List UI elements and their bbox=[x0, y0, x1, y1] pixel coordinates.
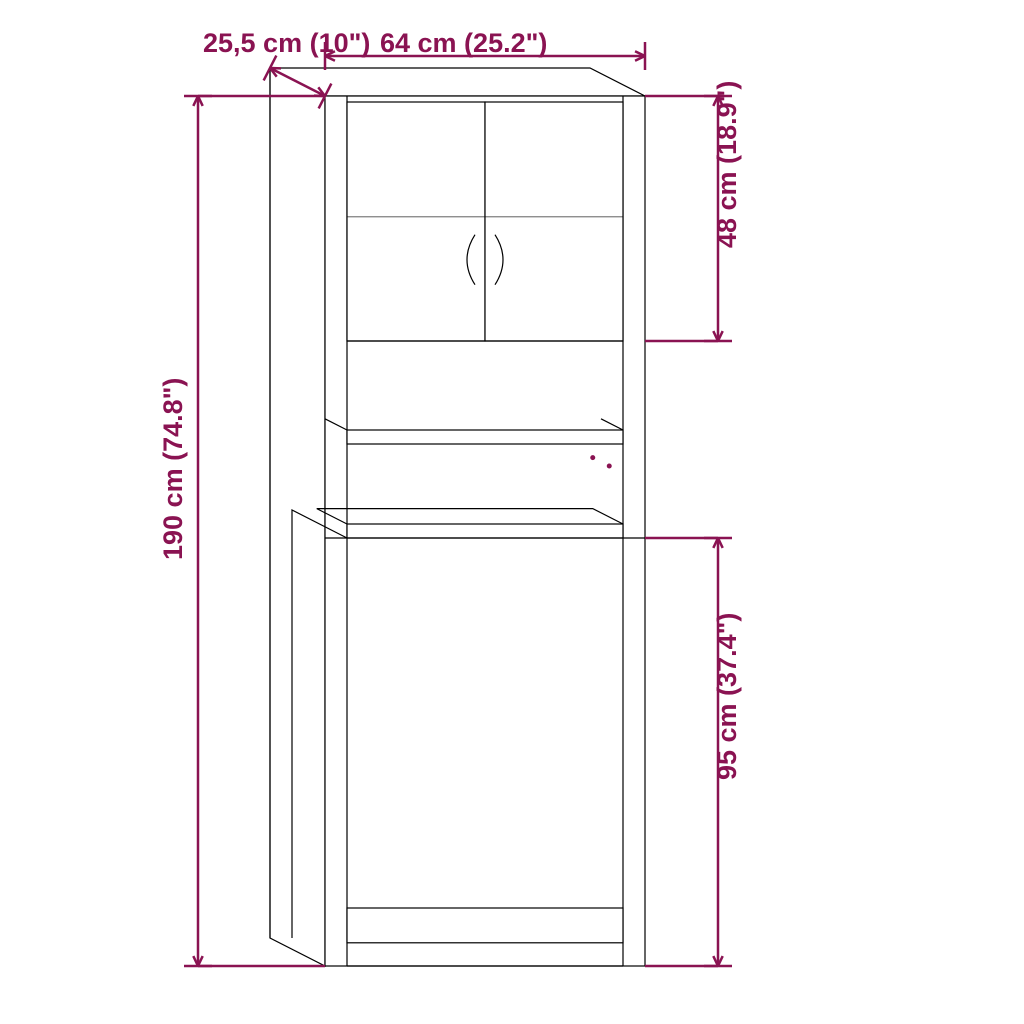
dimension-label: 48 cm (18.9") bbox=[712, 81, 742, 248]
dimension-label: 95 cm (37.4") bbox=[712, 613, 742, 780]
dimension-label: 25,5 cm (10") bbox=[203, 28, 370, 58]
dimension-label: 64 cm (25.2") bbox=[380, 28, 547, 58]
dimension-label: 190 cm (74.8") bbox=[158, 378, 188, 560]
